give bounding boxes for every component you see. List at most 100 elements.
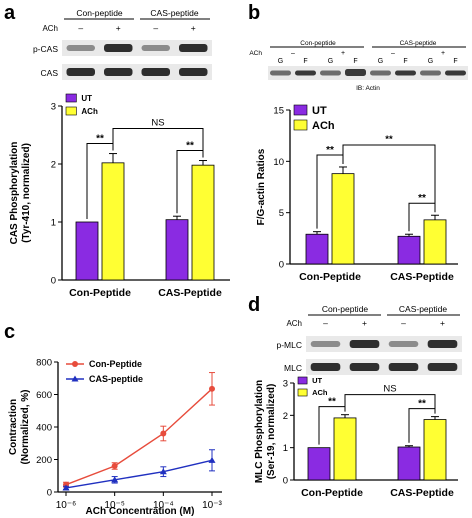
panel-b-band (395, 70, 416, 76)
panel-a-band (66, 68, 95, 76)
panel-b-band (445, 70, 466, 76)
panel-d-lane-mark-1: – (323, 318, 328, 328)
panel-a-y-tick-label-3: 3 (51, 102, 56, 113)
panel-d-band (310, 363, 341, 371)
panel-b-group-1: Con-peptide (300, 40, 336, 47)
panel-a-sig-bracket-1 (86, 143, 114, 219)
panel-d-sig-bracket-2 (408, 408, 436, 443)
panel-b-sig-bracket-1 (316, 154, 344, 229)
panel-b-band (370, 70, 391, 76)
panel-a-y-tick-label-2: 2 (51, 160, 56, 171)
panel-a-sig-label-2: ** (186, 141, 194, 152)
panel-b-lane-3: G (328, 58, 333, 65)
panel-a-band (66, 45, 95, 51)
panel-b-lane-7: G (428, 58, 433, 65)
panel-d-membrane-2 (306, 359, 462, 375)
panel-c-y-tick-label-0: 0 (47, 488, 52, 499)
panel-b-treat-label: ACh (249, 50, 262, 57)
panel-a-y-tick-label-1: 1 (51, 218, 56, 229)
panel-b-lane-2: F (303, 58, 307, 65)
panel-b-band (420, 70, 441, 76)
panel-a-legend-label-1: UT (81, 94, 92, 103)
panel-a-y-label-1: CAS Phosphorylation (9, 142, 20, 245)
panel-a-sig-bracket-2 (176, 150, 204, 214)
panel-d-band (388, 363, 419, 371)
panel-d-bar-chart: 0 1 2 3 MLC Phosphorylation (Ser-19, normaliz… (254, 376, 458, 499)
panel-c-point-cas-2 (111, 476, 119, 483)
panel-b-bar-ach-2 (423, 219, 447, 265)
panel-c-y-label-1: Contraction (8, 399, 19, 455)
panel-a-group-2: CAS-peptide (150, 8, 198, 18)
panel-d-group-1: Con-peptide (322, 304, 369, 314)
panel-a-lane-mark-3: – (153, 23, 158, 33)
panel-c-y-tick-label-4: 800 (36, 358, 52, 369)
panel-b-membrane (268, 66, 468, 80)
panel-a-bar-chart: 0 1 2 3 CAS Phosphorylation (Tyr-410, normali… (9, 93, 230, 299)
panel-c-line-chart: 0 200 400 600 800 10⁻⁶ 10⁻⁵ 10⁻⁴ 10⁻³ ACh Concent… (8, 358, 223, 518)
panel-d-row-label-1: p-MLC (276, 340, 302, 350)
panel-b-x-label-1: Con-Peptide (299, 271, 361, 283)
panel-b-band (270, 70, 291, 76)
panel-c-point-con-2 (111, 463, 118, 469)
panel-d-legend-label-2: ACh (312, 388, 328, 397)
panel-a-band (179, 44, 208, 52)
panel-a-bar-ach-2 (191, 164, 215, 281)
panel-b-bar-ach-1 (331, 173, 355, 265)
panel-a-bar-ut-2 (165, 219, 189, 281)
panel-a-band (141, 68, 170, 76)
panel-b-legend-swatch-2 (293, 119, 308, 131)
panel-b-sig-bracket-2 (408, 202, 436, 232)
panel-a-y-tick-label-0: 0 (51, 276, 56, 287)
panel-d-x-label-2: CAS-Peptide (390, 487, 454, 499)
panel-c-point-cas-4 (208, 456, 216, 463)
panel-a-band (141, 45, 170, 51)
panel-d-band (427, 363, 458, 371)
panel-a-sig-label-1: ** (96, 134, 104, 145)
panel-a-sig-bracket-3 (112, 128, 204, 153)
panel-b-treat-mark-4: + (441, 50, 445, 57)
panel-d-label: d (248, 294, 260, 316)
panel-b-y-tick-label-0: 0 (279, 260, 284, 271)
panel-c-series-line-1 (65, 388, 213, 486)
panel-d-row-label-2: MLC (284, 363, 302, 373)
panel-b-legend-label-2: ACh (312, 120, 335, 132)
panel-c-legend-label-1: Con-Peptide (89, 359, 142, 369)
panel-b-lane-1: G (278, 58, 283, 65)
panel-b-treat-mark-3: – (391, 50, 395, 57)
panel-b-sig-label-3: ** (385, 134, 393, 145)
panel-b-bar-ut-1 (305, 233, 329, 265)
panel-c-x-tick-label-2: 10⁻⁵ (104, 500, 125, 511)
panel-b-band (320, 70, 341, 76)
panel-a-treat-label: ACh (42, 24, 58, 33)
panel-d-legend-label-1: UT (312, 376, 322, 385)
panel-a-y-label-2: (Tyr-410, normalized) (21, 143, 32, 243)
panel-b-label: b (248, 2, 260, 24)
panel-d-lane-mark-4: + (440, 318, 445, 328)
panel-b-lane-5: G (378, 58, 383, 65)
panel-c-x-tick-label-4: 10⁻³ (202, 500, 222, 511)
panel-b-treat-mark-2: + (341, 50, 345, 57)
panel-b-lane-6: F (403, 58, 407, 65)
panel-c-series-line-2 (65, 459, 213, 489)
panel-d-sig-label-2: ** (418, 399, 426, 410)
panel-b-blot-caption: IB: Actin (356, 85, 380, 92)
panel-b-lane-4: F (353, 58, 357, 65)
panel-b-band (345, 69, 366, 76)
panel-a-band (104, 44, 133, 52)
panel-a-bar-ut-1 (75, 221, 99, 281)
panel-b-y-tick-label-3: 15 (273, 106, 284, 117)
panel-b-bar-chart: 0 5 10 15 F/G-actin Ratios Con-Peptide CAS-Pep… (256, 104, 458, 283)
panel-d-lane-mark-3: – (401, 318, 406, 328)
panel-a-lane-mark-2: + (116, 23, 121, 33)
panel-a-lane-mark-4: + (191, 23, 196, 33)
panel-d-y-label-2: (Ser-19, normalized) (266, 384, 277, 480)
panel-c-point-cas-1 (62, 484, 70, 491)
panel-b-band (295, 70, 316, 76)
panel-b-y-tick-label-1: 5 (279, 208, 284, 219)
panel-a-band (179, 68, 208, 76)
panel-d-treat-label: ACh (286, 319, 302, 328)
panel-a-membrane-1 (62, 40, 212, 56)
panel-c-y-label-2: (Normalized, %) (20, 389, 31, 464)
panel-c-x-label: ACh Concentration (M) (86, 506, 195, 517)
